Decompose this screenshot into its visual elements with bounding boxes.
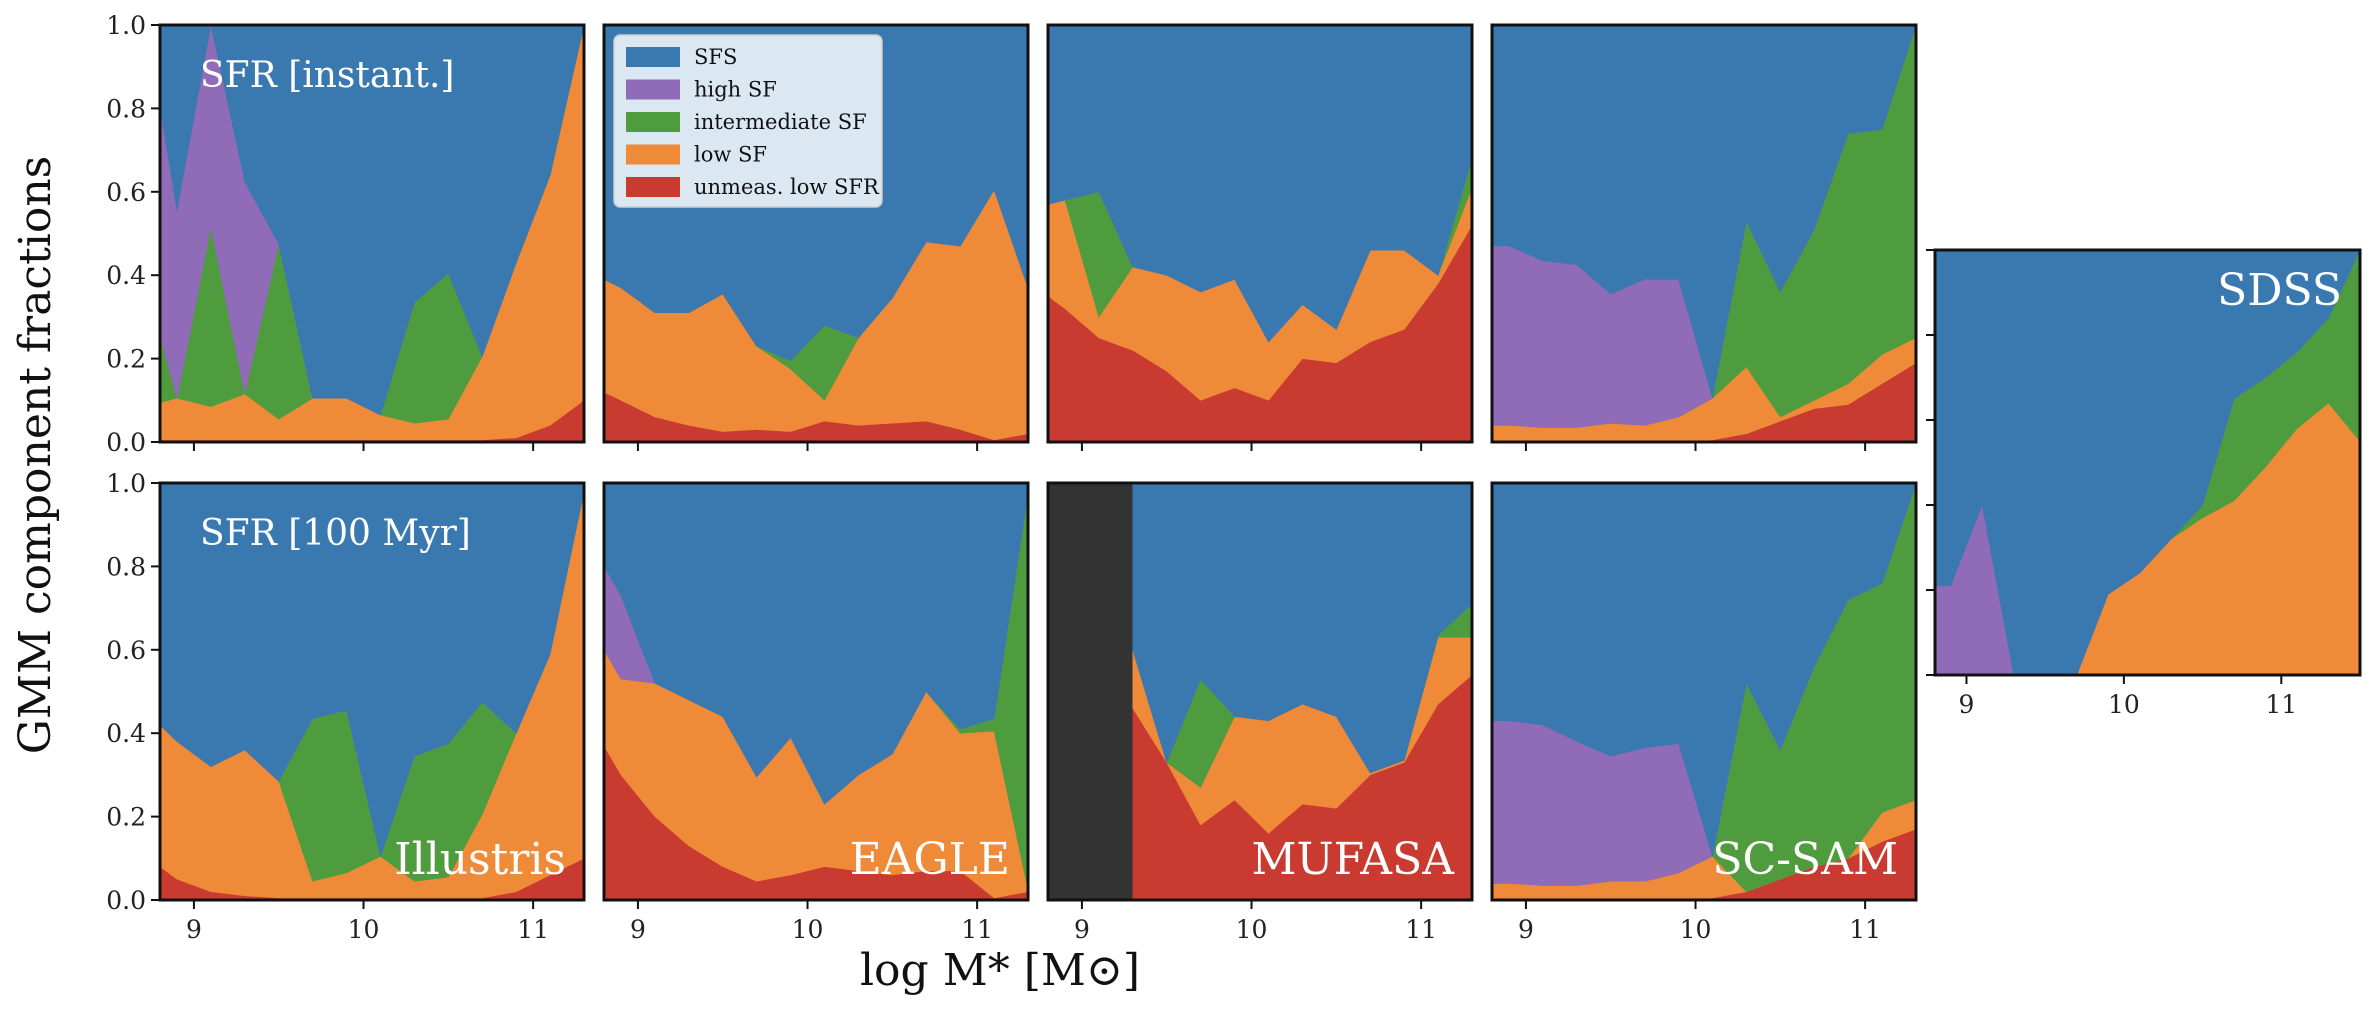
legend-swatch (626, 144, 680, 165)
x-tick-label: 10 (348, 915, 380, 944)
panel-mufasa-instant (1046, 23, 1474, 444)
panel-sdss: SDSS (1933, 248, 2362, 677)
y-axis-title: GMM component fractions (10, 156, 61, 755)
x-tick-label: 9 (1074, 915, 1090, 944)
row-label: SFR [100 Myr] (200, 513, 471, 554)
panel-frame (1490, 481, 1918, 902)
x-tick-label: 11 (961, 915, 993, 944)
excluded-mass-band (1048, 483, 1133, 900)
panel-frame (158, 481, 586, 902)
legend-swatch (626, 177, 680, 197)
panel-frame (1490, 23, 1918, 444)
panel-frame (1046, 23, 1474, 444)
ticks-layer: 0.0 0.2 0.4 0.6 0.8 1.0 9 10 11 0.0 0.2 0.4 0.6 0.8 1.… (106, 11, 2297, 944)
legend-entry: SFS (694, 45, 737, 69)
panel-mufasa-100myr: MUFASA (1046, 481, 1474, 902)
legend-swatch (626, 47, 680, 67)
panel-frame (602, 23, 1030, 444)
x-tick-label: 9 (630, 915, 646, 944)
x-tick-label: 10 (2108, 690, 2140, 719)
area-sfs (160, 483, 584, 858)
legend-entry: intermediate SF (694, 110, 867, 134)
panel-scsam-100myr: SC-SAM (1490, 481, 1918, 902)
legend-entry: low SF (694, 143, 767, 167)
row-label: SFR [instant.] (200, 55, 454, 96)
area-sfs (1048, 25, 1472, 343)
y-tick-label: 0.0 (106, 428, 146, 457)
x-tick-label: 11 (1405, 915, 1437, 944)
y-tick-label: 0.2 (106, 345, 146, 374)
y-tick-label: 1.0 (106, 11, 146, 40)
x-tick-label: 9 (1959, 690, 1975, 719)
panel-title: SC-SAM (1712, 834, 1898, 885)
area-sfs (1492, 483, 1916, 857)
panel-title: Illustris (394, 834, 566, 885)
y-tick-label: 0.2 (106, 803, 146, 832)
panel-frame (1933, 248, 2362, 677)
panel-illustris-instant (158, 23, 586, 444)
panel-title: MUFASA (1251, 834, 1455, 885)
x-tick-label: 11 (2265, 690, 2297, 719)
area-unmeas-low-sfr (1492, 828, 1916, 900)
panel-frame (1046, 481, 1474, 902)
panel-eagle-100myr: EAGLE (602, 481, 1030, 902)
area-low-sf (1935, 402, 2360, 675)
legend-entry: high SF (694, 78, 777, 102)
panel-title: EAGLE (850, 834, 1010, 885)
area-sfs (604, 483, 1028, 805)
panel-frame (602, 481, 1030, 902)
area-unmeas-low-sfr (1492, 362, 1916, 442)
legend: SFS high SF intermediate SF low SF unmeas. l… (613, 34, 883, 208)
y-tick-label: 1.0 (106, 469, 146, 498)
panel-title: SDSS (2217, 265, 2342, 316)
area-sfs (160, 25, 584, 416)
panel-scsam-instant (1490, 23, 1918, 444)
x-tick-label: 11 (1849, 915, 1881, 944)
legend-entry: unmeas. low SFR (694, 175, 880, 199)
area-sfs (1492, 25, 1916, 399)
y-tick-label: 0.8 (106, 94, 146, 123)
legend-box (613, 34, 883, 208)
y-tick-label: 0.4 (106, 261, 146, 290)
x-tick-label: 9 (186, 915, 202, 944)
y-tick-label: 0.8 (106, 552, 146, 581)
legend-swatch (626, 112, 680, 132)
x-axis-title: log M* [M⊙] (860, 945, 1140, 996)
x-tick-label: 9 (1518, 915, 1534, 944)
panel-illustris-100myr: Illustris (158, 481, 586, 902)
x-tick-label: 10 (1680, 915, 1712, 944)
y-tick-label: 0.6 (106, 178, 146, 207)
area-sfs (1935, 250, 2360, 675)
x-tick-label: 10 (792, 915, 824, 944)
x-tick-label: 10 (1236, 915, 1268, 944)
legend-swatch (626, 79, 680, 100)
area-sfs (1132, 483, 1472, 774)
x-tick-label: 11 (517, 915, 549, 944)
panels-layer: Illustris EAGLE MUFASA SC-SAM SDSS SFR [insta… (158, 23, 2362, 902)
y-tick-label: 0.0 (106, 886, 146, 915)
y-tick-label: 0.6 (106, 636, 146, 665)
y-tick-label: 0.4 (106, 719, 146, 748)
panel-frame (158, 23, 586, 444)
